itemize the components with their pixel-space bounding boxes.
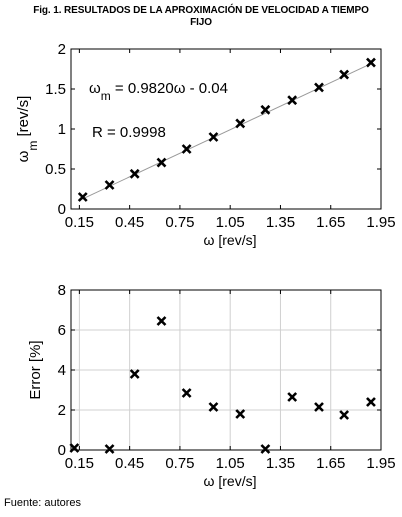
chart2-point-2-stroke-b — [129, 369, 140, 379]
chart1-xtick-label-4: 1.35 — [266, 214, 295, 231]
chart2-point-5-stroke-b — [208, 402, 219, 412]
chart2-point-4-stroke-b — [181, 388, 192, 398]
chart2-xtick-label-6: 1.95 — [366, 455, 395, 472]
chart2-point-6-stroke-b — [235, 409, 246, 419]
chart1-point-0 — [77, 192, 88, 202]
chart1-point-10 — [339, 69, 350, 80]
chart1-xtick-label-1: 0.45 — [115, 214, 144, 231]
chart2-ytick-label-0: 0 — [58, 442, 66, 459]
chart1-point-4-stroke-b — [181, 144, 192, 154]
chart2-point-8 — [287, 392, 298, 402]
chart1-xtick-label-0: 0.15 — [65, 214, 94, 231]
chart1-xtick-label-6: 1.95 — [366, 214, 395, 231]
chart1-xtick-label-3: 1.05 — [216, 214, 245, 231]
chart2-point-11 — [366, 397, 376, 407]
chart1-point-11-stroke-b — [366, 57, 376, 68]
chart2-point-1 — [104, 444, 115, 454]
chart1-xtick-label-5: 1.65 — [316, 214, 345, 231]
chart1-point-0-stroke-b — [77, 192, 88, 202]
chart2-group: 0.15 0.45 0.75 1.05 1.35 1.65 1.95 0 2 4 6 8 ω [rev/… — [27, 282, 396, 489]
caption-line-2: FIJO — [190, 17, 212, 28]
chart2-xtick-label-4: 1.35 — [266, 455, 295, 472]
chart1-point-5 — [208, 132, 219, 142]
caption-line-1: Fig. 1. RESULTADOS DE LA APROXIMACIÓN DE… — [33, 5, 369, 16]
chart1-point-8-stroke-b — [287, 95, 298, 106]
chart2-point-8-stroke-b — [287, 392, 298, 402]
chart2-point-0 — [69, 443, 80, 453]
chart2-point-1-stroke-b — [104, 444, 115, 454]
chart2-point-6 — [235, 409, 246, 419]
chart1-point-2 — [129, 168, 140, 179]
chart2-yaxis-label: Error [%] — [27, 340, 44, 399]
chart2-point-10 — [339, 410, 350, 420]
chart1-group: 0.15 0.45 0.75 1.05 1.35 1.65 1.95 0 0.5 1 1.5 2 ω [… — [15, 41, 396, 248]
chart2-ytick-label-2: 4 — [58, 362, 66, 379]
chart1-point-1 — [104, 180, 115, 190]
chart1-annotation-0: ωm = 0.9820ω - 0.04 — [89, 80, 228, 103]
chart1-point-11 — [366, 57, 376, 68]
chart1-xtick-label-2: 0.75 — [165, 214, 194, 231]
chart2-xtick-label-2: 0.75 — [165, 455, 194, 472]
chart2-point-10-stroke-b — [339, 410, 350, 420]
chart1-point-4 — [181, 144, 192, 154]
chart1-annotation-1: R = 0.9998 — [92, 124, 166, 141]
chart1-point-9-stroke-b — [314, 82, 324, 93]
chart2-xtick-label-0: 0.15 — [65, 455, 94, 472]
chart1-point-9 — [314, 82, 324, 93]
chart1-ytick-label-4: 2 — [58, 41, 66, 58]
chart1-point-10-stroke-b — [339, 69, 350, 80]
chart2-point-7 — [260, 444, 271, 454]
chart2-xaxis-label: ω [rev/s] — [204, 473, 257, 489]
chart2-point-5 — [208, 402, 219, 412]
chart2-xtick-label-5: 1.65 — [316, 455, 345, 472]
chart2-ytick-label-3: 6 — [58, 322, 66, 339]
chart2-point-9-stroke-b — [314, 402, 324, 412]
figure-caption: Fig. 1. RESULTADOS DE LA APROXIMACIÓN DE… — [0, 5, 402, 29]
chart1-ytick-label-1: 0.5 — [45, 161, 66, 178]
chart1-point-8 — [287, 95, 298, 106]
chart2-point-2 — [129, 369, 140, 379]
chart1-point-7-stroke-b — [260, 104, 271, 115]
chart2-point-0-stroke-b — [69, 443, 80, 453]
chart2-point-3-stroke-b — [156, 316, 167, 326]
chart1-ytick-label-3: 1.5 — [45, 81, 66, 98]
chart2-ytick-label-1: 2 — [58, 402, 66, 419]
chart2-point-9 — [314, 402, 324, 412]
chart2-ytick-label-4: 8 — [58, 282, 66, 299]
chart1-xaxis-label: ω [rev/s] — [204, 232, 257, 248]
chart2-point-11-stroke-b — [366, 397, 376, 407]
chart2-point-4 — [181, 388, 192, 398]
chart2-point-7-stroke-b — [260, 444, 271, 454]
chart1-point-3-stroke-b — [156, 157, 167, 168]
chart2-xtick-label-1: 0.45 — [115, 455, 144, 472]
chart1-yaxis-label: ωm [rev/s] — [15, 96, 40, 163]
chart1-point-6-stroke-b — [235, 118, 246, 129]
chart1-point-7 — [260, 104, 271, 115]
chart2-xtick-label-3: 1.05 — [216, 455, 245, 472]
chart1-point-6 — [235, 118, 246, 129]
chart1-ytick-label-2: 1 — [58, 121, 66, 138]
chart2-point-3 — [156, 316, 167, 326]
chart1-ytick-label-0: 0 — [58, 201, 66, 218]
chart1-point-1-stroke-b — [104, 180, 115, 190]
source-footer: Fuente: autores — [4, 497, 82, 509]
chart1-point-2-stroke-b — [129, 168, 140, 179]
chart1-point-5-stroke-b — [208, 132, 219, 142]
chart1-point-3 — [156, 157, 167, 168]
